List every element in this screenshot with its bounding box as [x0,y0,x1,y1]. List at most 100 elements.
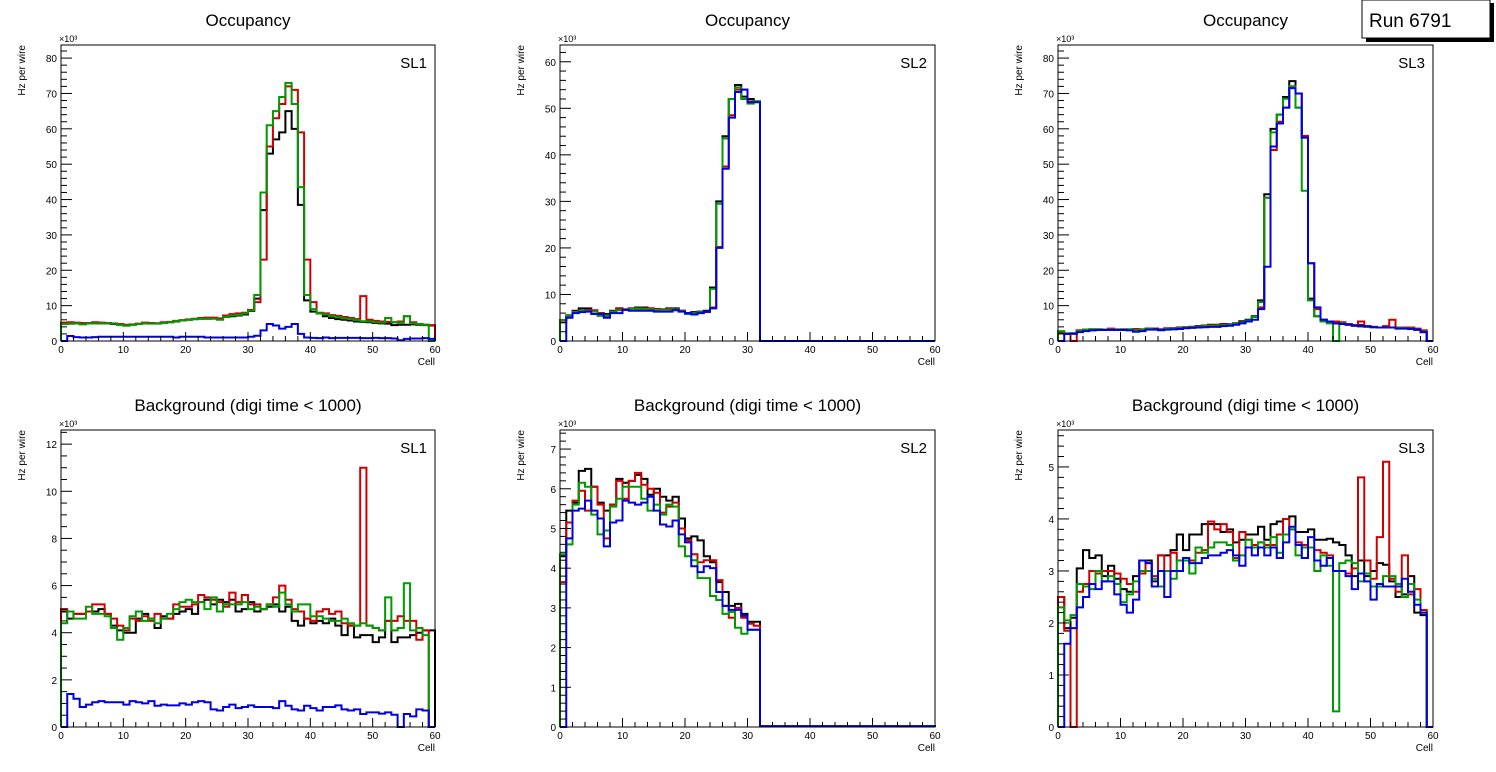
y-tick-label: 12 [46,440,58,451]
x-tick-label: 10 [617,731,629,742]
y-tick-label: 10 [545,290,557,301]
x-tick-label: 10 [118,731,130,742]
y-exponent-label: ×10³ [59,419,77,429]
series-blue [560,88,935,342]
superlayer-label: SL3 [1398,440,1425,457]
panel-sl3-background: Background (digi time < 1000)0 10 20 30 40 50… [1014,396,1439,754]
series-red [559,471,936,728]
chart-title: Background (digi time < 1000) [634,396,861,415]
x-tick-label: 20 [180,345,192,356]
y-tick-label: 5 [550,524,556,535]
y-tick-label: 80 [1043,54,1055,65]
run-box [1361,0,1491,39]
superlayer-label: SL2 [900,55,927,72]
series-red [60,466,435,728]
superlayer-label: SL1 [400,55,427,72]
run-label-box: Run 6791 [1361,0,1494,42]
panel-sl3-occupancy: Occupancy 0 10 20 30 40 50 60 0 10 20 30 40 50 60 70 80×… [1014,11,1439,368]
x-tick-label: 50 [867,731,879,742]
series-red [1057,85,1433,342]
x-tick-label: 0 [557,731,563,742]
x-axis-label: Cell [918,357,935,368]
x-tick-label: 10 [118,345,130,356]
series-blue [1058,87,1433,342]
plot-frame [60,44,436,342]
series-green [1057,85,1433,342]
y-tick-label: 70 [46,89,58,100]
y-tick-label: 1 [550,683,556,694]
y-tick-label: 4 [550,564,556,575]
panel-sl2-background: Background (digi time < 1000)0 10 20 30 40 50… [516,396,941,754]
panel-sl1-occupancy: Occupancy 0 10 20 30 40 50 60 0 10 20 30 40 50 60 70 80×… [17,11,441,368]
x-tick-label: 20 [1177,731,1189,742]
y-tick-label: 30 [46,231,58,242]
y-tick-label: 70 [1043,89,1055,100]
x-tick-label: 60 [429,345,441,356]
y-axis-label: Hz per wire [17,430,28,481]
y-tick-label: 4 [1048,515,1054,526]
y-tick-label: 30 [1043,231,1055,242]
x-tick-label: 0 [1055,345,1061,356]
superlayer-label: SL1 [400,440,427,457]
y-tick-label: 8 [51,534,57,545]
y-tick-label: 1 [1048,671,1054,682]
x-tick-label: 40 [305,345,317,356]
superlayer-label: SL2 [900,440,927,457]
y-axis-label: Hz per wire [1014,45,1025,96]
x-tick-label: 60 [1427,731,1439,742]
y-tick-label: 6 [51,582,57,593]
y-tick-label: 60 [545,58,557,69]
chart-title: Occupancy [705,11,791,30]
x-tick-label: 0 [58,345,64,356]
x-axis-label: Cell [1416,357,1433,368]
y-tick-label: 7 [550,445,556,456]
x-tick-label: 60 [429,731,441,742]
y-axis-label: Hz per wire [17,45,28,96]
x-tick-label: 50 [367,731,379,742]
series-black [559,84,935,342]
x-tick-label: 50 [367,345,379,356]
series-blue [1058,525,1433,728]
x-tick-label: 50 [867,345,879,356]
y-tick-label: 2 [550,644,556,655]
y-tick-label: 0 [1048,723,1054,734]
y-tick-label: 0 [1048,337,1054,348]
y-tick-label: 6 [550,485,556,496]
y-exponent-label: ×10³ [558,34,576,44]
x-tick-label: 10 [1115,345,1127,356]
y-tick-label: 10 [1043,302,1055,313]
y-axis-label: Hz per wire [516,45,527,96]
y-axis-label: Hz per wire [1014,430,1025,481]
x-tick-label: 30 [1240,731,1252,742]
y-exponent-label: ×10³ [59,34,77,44]
y-axis-label: Hz per wire [516,430,527,481]
series-black [60,110,436,341]
x-tick-label: 30 [242,345,254,356]
y-tick-label: 30 [545,197,557,208]
y-exponent-label: ×10³ [558,419,576,429]
y-exponent-label: ×10³ [1056,34,1074,44]
plot-frame [1057,44,1434,342]
series-blue [61,693,435,728]
x-tick-label: 10 [617,345,629,356]
y-tick-label: 20 [1043,266,1055,277]
x-tick-label: 20 [1177,345,1189,356]
y-tick-label: 0 [550,723,556,734]
y-tick-label: 10 [46,487,58,498]
y-tick-label: 50 [545,104,557,115]
x-tick-label: 60 [1427,345,1439,356]
x-tick-label: 40 [1302,345,1314,356]
x-tick-label: 50 [1365,345,1377,356]
x-tick-label: 40 [305,731,317,742]
run-label: Run 6791 [1369,11,1451,32]
y-tick-label: 2 [51,676,57,687]
x-tick-label: 30 [242,731,254,742]
y-tick-label: 0 [550,337,556,348]
x-tick-label: 0 [1055,731,1061,742]
series-green [60,582,435,728]
x-tick-label: 10 [1115,731,1127,742]
panel-sl2-occupancy: Occupancy 0 10 20 30 40 50 60 0 10 20 30 40 50 60 ×10³ C… [516,11,941,368]
series-green [559,86,935,342]
y-tick-label: 60 [46,125,58,136]
